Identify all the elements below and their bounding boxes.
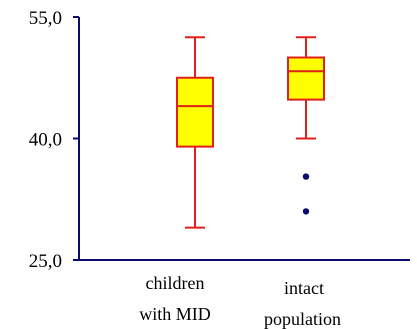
axes xyxy=(73,16,410,261)
category-label-line2: population xyxy=(264,309,341,329)
y-tick-label: 55,0 xyxy=(29,8,62,29)
box-iqr xyxy=(176,76,214,148)
y-tick-label: 25,0 xyxy=(29,251,62,272)
category-label-line2: with MID xyxy=(139,304,211,324)
outlier-point xyxy=(302,208,310,215)
category-label-line1: children xyxy=(146,273,205,293)
box-iqr xyxy=(287,56,325,101)
outlier-point xyxy=(302,173,310,180)
category-label-line1: intact xyxy=(284,278,324,298)
category-labels: children with MID intact population xyxy=(139,273,341,329)
boxes xyxy=(176,36,325,229)
y-tick-labels: 55,0 40,0 25,0 xyxy=(29,8,62,272)
y-tick-label: 40,0 xyxy=(29,130,62,151)
